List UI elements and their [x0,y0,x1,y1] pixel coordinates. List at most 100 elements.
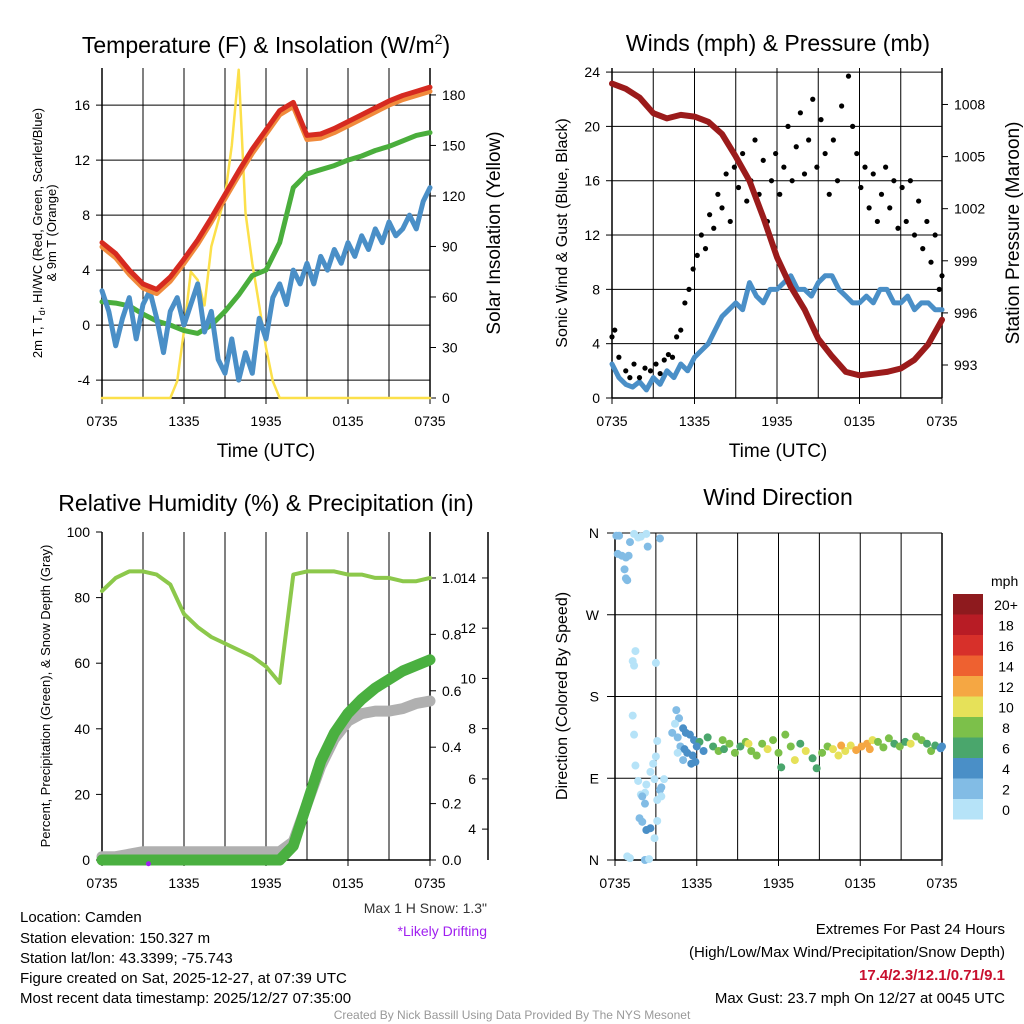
direction-point [628,711,637,720]
gust-point [707,212,713,218]
gust-point [669,354,676,360]
gust-point [916,198,922,204]
direction-point [631,647,640,656]
wind-y-tick-label: 0 [592,390,600,406]
direction-point [796,739,805,748]
direction-point [672,706,681,715]
temperature-y-label-line2: & 9m T (Orange) [44,184,59,281]
direction-point [651,658,660,667]
direction-point [699,747,708,755]
direction-point [938,742,946,751]
gust-point [839,103,845,109]
x-tick-label: 1335 [168,875,199,891]
direction-point [685,730,694,739]
pressure-y-tick-label: 993 [954,357,978,373]
solar-y-tick-label: 150 [442,137,466,153]
gust-point [752,137,758,143]
temperature-y-tick-label: 4 [82,262,90,278]
gust-point [845,73,852,79]
drifting-marker [145,861,151,867]
gust-point [735,184,742,191]
x-tick-label: 1935 [250,875,281,891]
gust-point [653,361,659,367]
direction-point [687,759,696,768]
gust-point [883,164,889,170]
direction-point [670,719,679,728]
snow-y-tick-label: 6 [468,771,476,787]
temperature-y-tick-label: 12 [74,152,90,168]
extremes-title: Extremes For Past 24 Hours [816,921,1005,938]
series-line-solar [100,68,432,400]
gust-point [719,205,725,211]
solar-y-tick-label: 30 [442,339,458,355]
gust-point [682,300,688,306]
direction-point [643,542,652,551]
x-tick-label: 1935 [761,413,792,429]
max-gust-text: Max Gust: 23.7 mph On 12/27 at 0045 UTC [715,990,1005,1007]
gust-point [826,191,832,197]
direction-point [829,745,837,754]
snow-y-tick-label: 14 [460,570,476,586]
extremes-subtitle: (High/Low/Max Wind/Precipitation/Snow De… [689,944,1005,961]
gust-point [936,286,942,292]
direction-point [615,531,624,540]
direction-point [624,551,633,560]
gust-point [694,252,700,259]
pressure-y-tick-label: 999 [954,253,978,269]
direction-point [790,756,799,765]
direction-point [679,756,688,765]
direction-point [630,730,639,739]
x-tick-label: 0735 [414,413,445,429]
direction-point [638,792,647,801]
gust-point [686,286,692,292]
wind-y-tick-label: 8 [592,281,600,297]
legend-swatch [953,655,983,676]
direction-point [650,775,659,784]
gust-point [657,370,663,377]
temperature-y-label: 2m T, Td, HI/WC (Red, Green, Scarlet/Blu… [30,108,47,358]
direction-point [841,747,850,755]
gust-point [789,178,795,184]
gust-point [760,157,766,163]
gust-point [891,178,897,184]
direction-y-tick-label: N [589,852,599,868]
rh-y-tick-label: 60 [74,655,90,671]
direction-point [645,855,654,864]
legend-swatch [953,676,983,697]
gust-point [830,137,836,143]
gust-point [616,354,622,360]
solar-y-tick-label: 0 [442,390,450,406]
rh-y-tick-label: 100 [67,524,91,540]
x-tick-label: 0135 [845,875,876,891]
direction-point [884,734,893,743]
direction-point [649,759,658,768]
gust-point [854,150,860,157]
x-tick-label: 0735 [86,875,117,891]
direction-y-tick-label: S [590,689,599,705]
series-line-sonic-wind [609,273,945,393]
direction-point [808,754,817,763]
created-text: Figure created on Sat, 2025-12-27, at 07… [20,970,347,987]
gust-point [773,150,779,157]
x-tick-label: 0735 [86,413,117,429]
x-tick-label: 0735 [926,875,957,891]
gust-point [814,164,820,170]
gust-point [932,232,938,238]
wind-y-label: Sonic Wind & Gust (Blue, Black) [554,118,571,347]
direction-point [906,739,915,748]
wind-y-tick-label: 4 [592,336,600,352]
direction-point [837,741,846,750]
snow-y-tick-label: 8 [468,721,476,737]
legend-label: 18 [998,618,1014,634]
gust-point [862,164,868,170]
credit-text: Created By Nick Bassill Using Data Provi… [334,1008,691,1022]
gust-point [793,144,799,150]
direction-point [640,799,649,808]
x-tick-label: 1335 [168,413,199,429]
drifting-note: *Likely Drifting [398,923,487,939]
gust-point [797,110,803,116]
direction-point [744,739,753,748]
direction-point [812,764,821,773]
gust-point [785,123,791,129]
direction-point [730,748,739,757]
